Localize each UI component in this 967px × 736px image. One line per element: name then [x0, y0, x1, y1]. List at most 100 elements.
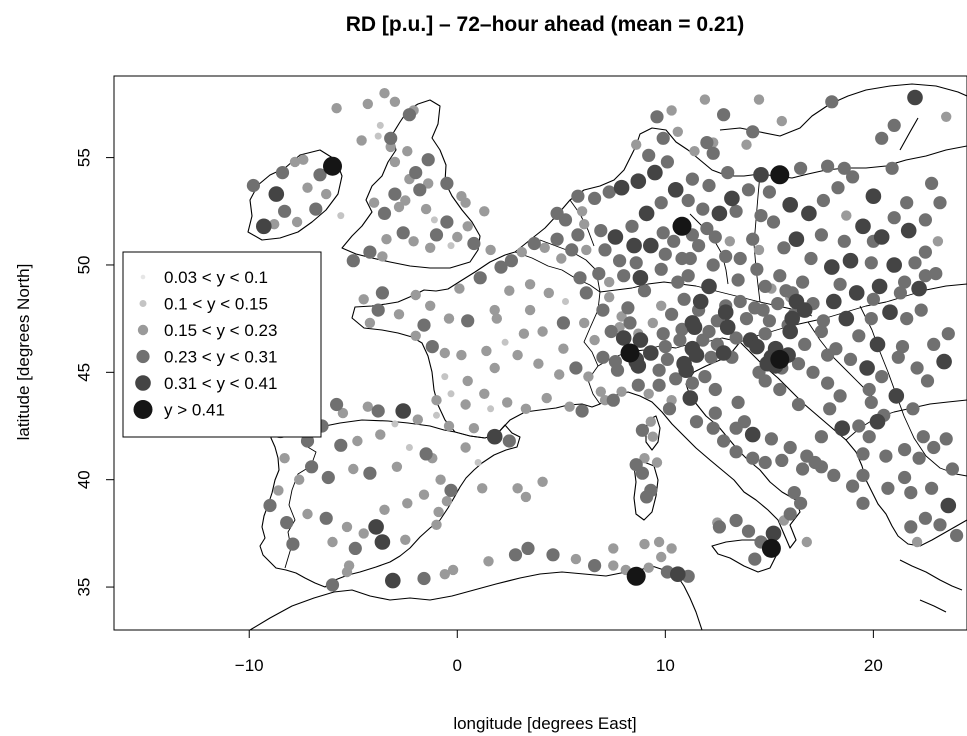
data-point — [711, 205, 728, 222]
legend-marker — [136, 349, 150, 364]
data-point — [588, 191, 602, 205]
data-point — [827, 468, 841, 482]
data-point — [758, 327, 772, 341]
data-point — [640, 490, 654, 504]
data-point — [748, 301, 762, 315]
data-point — [541, 392, 552, 404]
data-point — [833, 389, 847, 403]
data-point — [504, 285, 515, 296]
data-point — [933, 196, 947, 210]
data-point — [429, 228, 444, 242]
data-point — [313, 168, 327, 182]
data-point — [838, 310, 855, 327]
data-point — [473, 271, 487, 285]
data-point — [595, 386, 606, 397]
data-point — [616, 386, 627, 397]
legend-marker — [135, 375, 151, 391]
y-axis: 35 40 45 50 55 — [74, 148, 115, 597]
data-point — [823, 402, 837, 416]
data-point — [346, 254, 360, 268]
data-point — [814, 430, 829, 444]
data-point — [837, 234, 851, 248]
data-point — [895, 340, 910, 354]
data-point — [321, 470, 335, 485]
data-point — [433, 411, 440, 419]
data-point — [479, 206, 490, 217]
data-point — [724, 190, 740, 207]
data-point — [733, 294, 747, 309]
data-point — [358, 294, 369, 305]
data-point — [420, 203, 432, 215]
data-point — [914, 303, 928, 317]
legend-item: 0.23 < y < 0.31 — [136, 348, 277, 367]
data-point — [337, 407, 349, 419]
data-point — [486, 428, 503, 445]
data-point — [402, 108, 416, 122]
data-point — [637, 284, 652, 298]
data-point — [440, 176, 454, 190]
data-point — [656, 131, 670, 145]
data-point — [933, 518, 947, 532]
data-point — [770, 165, 790, 185]
data-point — [927, 337, 941, 351]
data-point — [425, 300, 436, 311]
data-point — [824, 259, 840, 275]
data-point — [452, 231, 463, 243]
data-point — [375, 286, 389, 300]
data-point — [389, 96, 401, 108]
data-point — [571, 228, 585, 242]
data-point — [421, 153, 435, 167]
data-point — [700, 136, 714, 150]
data-point — [825, 95, 839, 109]
data-point — [589, 334, 600, 346]
data-point — [654, 262, 668, 276]
data-point — [873, 229, 890, 245]
data-point — [319, 511, 333, 525]
data-point — [765, 525, 782, 542]
data-point — [762, 314, 777, 328]
data-point — [900, 196, 914, 210]
data-point — [460, 197, 471, 208]
data-point — [348, 463, 359, 475]
data-point — [280, 516, 294, 530]
data-point — [708, 230, 722, 244]
data-point — [573, 271, 587, 285]
data-point — [762, 185, 777, 199]
data-point — [834, 420, 850, 437]
data-point — [647, 431, 658, 442]
data-point — [907, 89, 923, 106]
y-tick-label: 35 — [74, 578, 93, 597]
data-point — [696, 202, 710, 216]
data-point — [615, 330, 632, 346]
data-point — [699, 94, 711, 105]
data-point — [413, 183, 427, 197]
data-point — [643, 388, 654, 399]
data-point — [920, 374, 935, 388]
data-point — [814, 324, 829, 339]
data-point — [729, 513, 743, 528]
data-point — [408, 236, 419, 247]
y-tick-label: 55 — [74, 148, 93, 167]
data-point — [626, 566, 646, 586]
legend-marker — [137, 324, 149, 336]
data-point — [494, 260, 508, 274]
data-point — [588, 559, 602, 573]
x-tick-label: −10 — [235, 656, 264, 675]
data-point — [571, 189, 585, 203]
data-point — [520, 491, 532, 503]
data-point — [435, 474, 446, 485]
data-point — [875, 370, 889, 384]
data-point — [666, 105, 677, 116]
data-point — [645, 416, 656, 427]
data-point — [783, 507, 797, 521]
data-point — [629, 256, 643, 270]
data-point — [887, 118, 901, 132]
x-tick-label: 0 — [453, 656, 462, 675]
data-point — [667, 182, 684, 198]
data-point — [246, 178, 260, 193]
coastline-france — [351, 251, 601, 435]
data-point — [423, 178, 434, 189]
legend-box — [122, 251, 322, 438]
data-point — [376, 121, 384, 129]
